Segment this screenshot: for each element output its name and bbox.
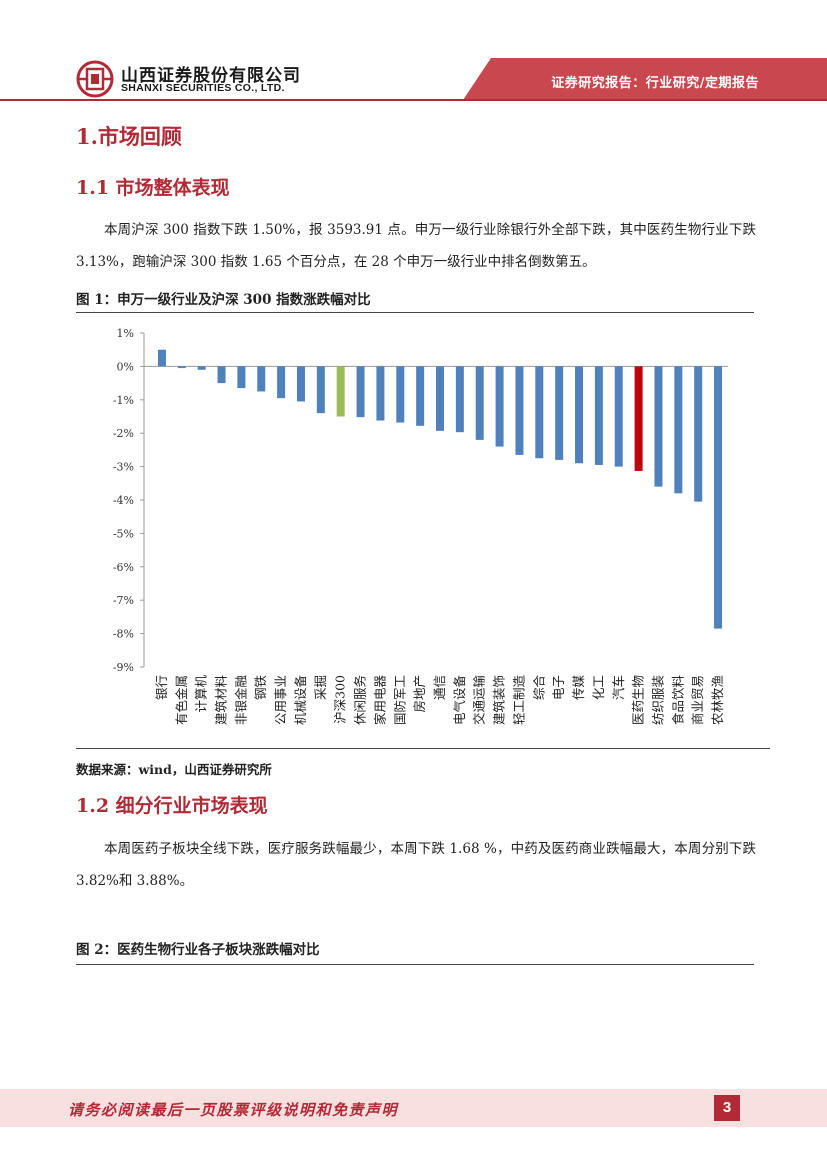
figure-2-top-rule [76,964,754,965]
category-label: 休闲服务 [353,675,368,725]
y-tick-label: -2% [113,427,134,440]
category-label: 建筑材料 [214,675,229,726]
category-label: 机械设备 [293,675,308,726]
category-label: 非银金融 [233,675,248,726]
bar-机械设备 [296,366,305,402]
category-label: 沪深300 [333,675,348,724]
page-header: 山西证券股份有限公司 SHANXI SECURITIES CO., LTD. 证… [0,0,827,102]
y-tick-label: -3% [113,461,134,474]
bar-钢铁 [257,366,266,392]
section-title: 1.市场回顾 [76,124,182,149]
header-red-band [463,58,827,100]
category-label: 轻工制造 [511,675,526,726]
bar-计算机 [197,366,206,370]
bar-电气设备 [455,366,464,433]
industry-change-bar-chart: 1% 0% -1% -2% -3% -4% -5% -6% -7% -8% -9% 银行 有色金属 计算机… [113,327,728,726]
bar-建筑材料 [217,366,226,384]
figure-2-title: 图 2：医药生物行业各子板块涨跌幅对比 [76,942,320,958]
figure-1-title: 图 1：申万一级行业及沪深 300 指数涨跌幅对比 [76,292,371,308]
category-label: 农林牧渔 [710,675,725,725]
category-label: 交通运输 [472,675,487,726]
bar-休闲服务 [356,366,365,418]
header-divider [0,99,827,101]
company-name-en: SHANXI SECURITIES CO., LTD. [121,82,285,94]
bar-轻工制造 [515,366,524,455]
footer-band [0,1089,827,1127]
bar-食品饮料 [674,366,683,494]
bar-采掘 [316,366,325,414]
bar-电子 [555,366,564,460]
report-type-label: 证券研究报告：行业研究/定期报告 [551,76,759,91]
subsection-title-1-2: 1.2 细分行业市场表现 [76,795,268,817]
footer-disclaimer: 请务必阅读最后一页股票评级说明和免责声明 [68,1101,399,1119]
paragraph-market-overview: 本周沪深 300 指数下跌 1.50%，报 3593.91 点。申万一级行业除银… [76,222,756,270]
bar-纺织服装 [654,366,663,487]
bar-非银金融 [237,366,246,389]
y-tick-label: -4% [113,494,134,507]
category-label: 汽车 [611,675,626,700]
figure-1-bottom-rule [76,748,770,749]
category-label: 建筑装饰 [492,675,507,725]
category-label: 通信 [432,675,447,700]
paragraph-subsector-overview: 本周医药子板块全线下跌，医疗服务跌幅最少，本周下跌 1.68 %，中药及医药商业… [76,841,756,889]
bar-公用事业 [277,366,286,399]
bar-通信 [436,366,444,431]
bar-商业贸易 [694,366,703,502]
bar-综合 [535,366,544,459]
category-label: 商业贸易 [690,675,705,725]
category-label: 纺织服装 [650,675,665,725]
category-label: 化工 [591,675,606,700]
category-label: 电气设备 [452,675,467,726]
bar-交通运输 [475,366,484,440]
bar-国防军工 [396,366,405,423]
subsection-title-1-1: 1.1 市场整体表现 [76,177,230,199]
category-label: 钢铁 [253,675,268,701]
y-tick-label: -6% [113,561,134,574]
category-label: 食品饮料 [670,675,685,726]
company-logo-icon [76,60,114,98]
bar-传媒 [575,366,584,464]
bar-建筑装饰 [495,366,504,447]
figure-1-source: 数据来源：wind，山西证券研究所 [76,762,272,777]
category-label: 国防军工 [392,675,407,725]
bar-房地产 [416,366,425,426]
y-tick-label: 1% [117,327,134,340]
category-label: 综合 [531,675,546,701]
bar-沪深300 [336,366,345,417]
category-label: 医药生物 [631,675,646,725]
category-label: 家用电器 [372,675,387,726]
bar-医药生物 [634,366,643,471]
y-tick-label: -9% [113,661,134,674]
bar-汽车 [614,366,623,467]
bar-银行 [157,349,166,367]
y-tick-label: 0% [117,360,134,373]
category-label: 公用事业 [273,675,288,725]
y-tick-label: -7% [113,594,134,607]
category-label: 计算机 [194,675,209,713]
page-number: 3 [714,1095,740,1121]
bar-家用电器 [376,366,385,421]
y-tick-label: -8% [113,628,134,641]
category-label: 银行 [154,675,169,700]
figure-1-top-rule [76,312,754,313]
bar-化工 [594,366,603,465]
category-label: 电子 [551,675,566,700]
category-label: 有色金属 [174,675,189,725]
bar-农林牧渔 [714,366,723,629]
category-label: 房地产 [412,675,427,713]
y-tick-label: -5% [113,527,134,540]
category-label: 传媒 [571,675,586,701]
y-tick-label: -1% [113,394,134,407]
category-label: 采掘 [313,675,328,700]
bar-有色金属 [177,366,186,369]
company-name-cn: 山西证券股份有限公司 [121,66,301,86]
